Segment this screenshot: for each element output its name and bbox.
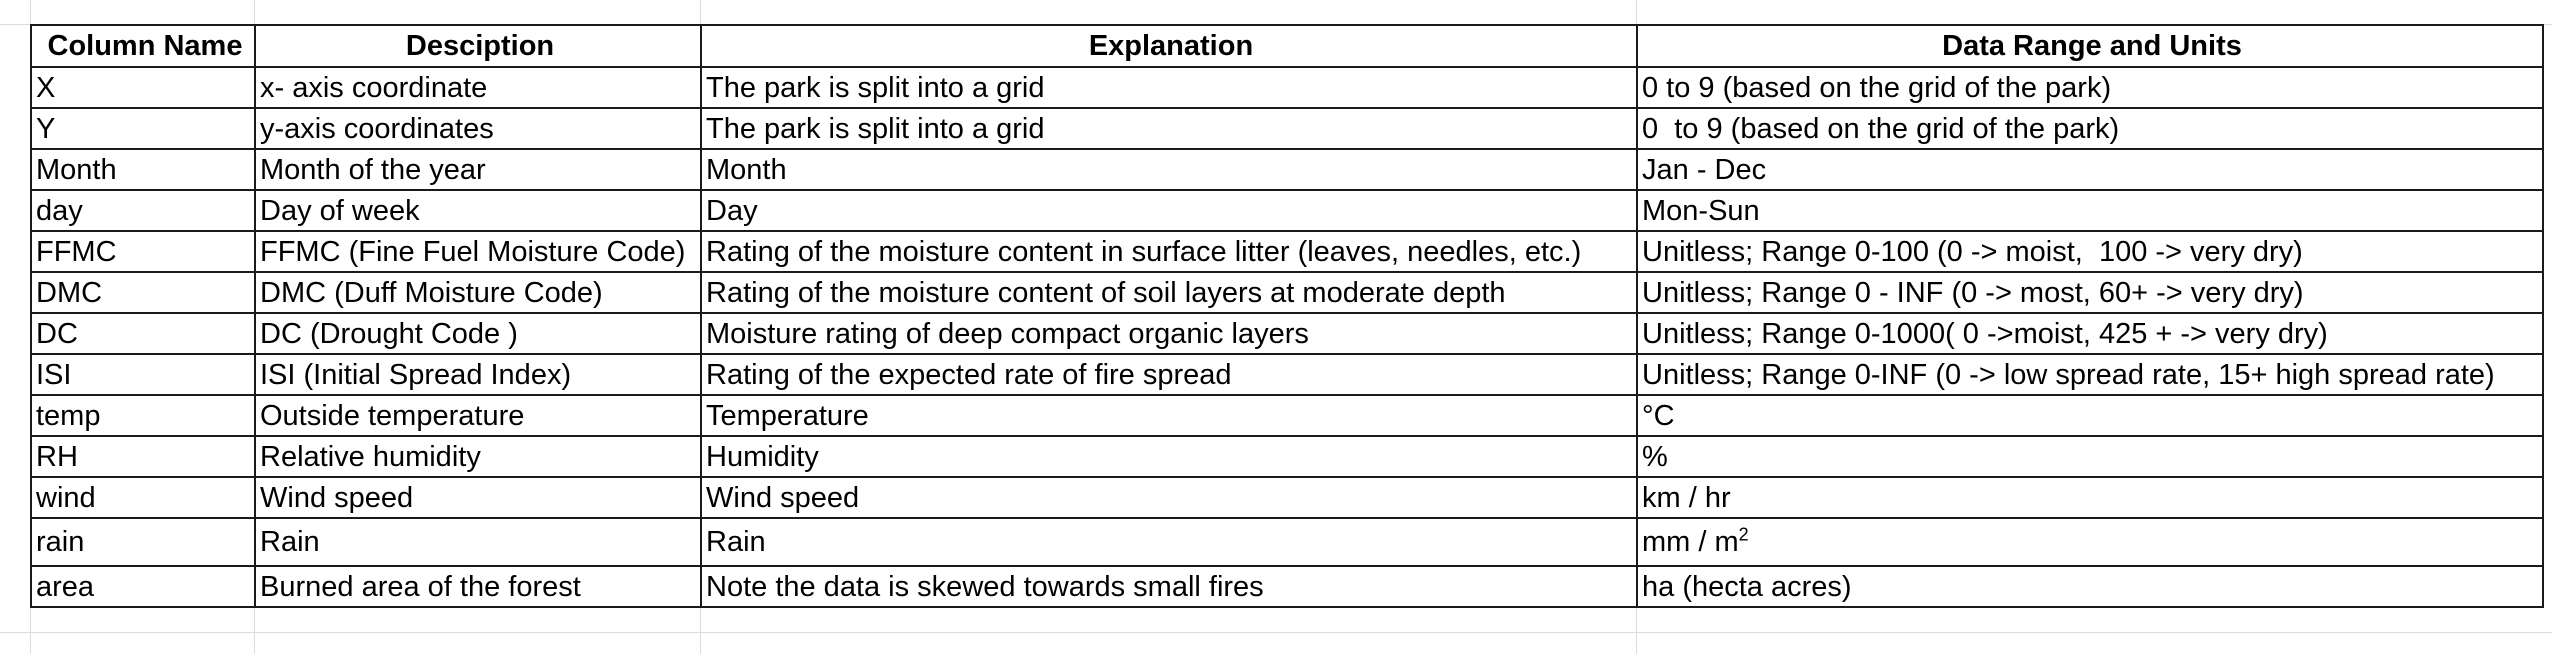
cell[interactable]: ISI <box>30 353 256 396</box>
cell[interactable]: temp <box>30 394 256 437</box>
cell[interactable]: ha (hecta acres) <box>1636 565 2544 608</box>
rain-unit-text: mm / m <box>1642 526 1739 558</box>
cell[interactable]: Rating of the expected rate of fire spre… <box>700 353 1638 396</box>
cell[interactable]: Mon-Sun <box>1636 189 2544 232</box>
cell[interactable]: 0 to 9 (based on the grid of the park) <box>1636 66 2544 109</box>
table-row: Y y-axis coordinates The park is split i… <box>30 107 2544 150</box>
table-row: DC DC (Drought Code ) Moisture rating of… <box>30 312 2544 355</box>
rain-unit-superscript: 2 <box>1738 524 1749 545</box>
cell[interactable]: Wind speed <box>700 476 1638 519</box>
cell[interactable]: km / hr <box>1636 476 2544 519</box>
cell[interactable]: Humidity <box>700 435 1638 478</box>
cell[interactable]: Y <box>30 107 256 150</box>
cell[interactable]: Burned area of the forest <box>254 565 702 608</box>
gridline <box>0 632 2552 633</box>
table-row: ISI ISI (Initial Spread Index) Rating of… <box>30 353 2544 396</box>
header-cell-column-name[interactable]: Column Name <box>30 24 256 68</box>
cell[interactable]: area <box>30 565 256 608</box>
table-row: rain Rain Rain mm / m2 <box>30 517 2544 567</box>
cell[interactable]: RH <box>30 435 256 478</box>
cell[interactable]: y-axis coordinates <box>254 107 702 150</box>
cell[interactable]: FFMC (Fine Fuel Moisture Code) <box>254 230 702 273</box>
cell[interactable]: Outside temperature <box>254 394 702 437</box>
cell[interactable]: Rain <box>700 517 1638 567</box>
table-row: temp Outside temperature Temperature °C <box>30 394 2544 437</box>
cell[interactable]: Day of week <box>254 189 702 232</box>
cell[interactable]: Note the data is skewed towards small fi… <box>700 565 1638 608</box>
table-row: area Burned area of the forest Note the … <box>30 565 2544 608</box>
cell[interactable]: The park is split into a grid <box>700 107 1638 150</box>
cell[interactable]: x- axis coordinate <box>254 66 702 109</box>
cell[interactable]: Rain <box>254 517 702 567</box>
cell[interactable]: wind <box>30 476 256 519</box>
cell[interactable]: DC <box>30 312 256 355</box>
cell[interactable]: DMC <box>30 271 256 314</box>
data-dictionary-table: Column Name Desciption Explanation Data … <box>30 24 2544 608</box>
header-row: Column Name Desciption Explanation Data … <box>30 24 2544 68</box>
cell[interactable]: Month <box>30 148 256 191</box>
table-row: DMC DMC (Duff Moisture Code) Rating of t… <box>30 271 2544 314</box>
table-row: X x- axis coordinate The park is split i… <box>30 66 2544 109</box>
table-row: RH Relative humidity Humidity % <box>30 435 2544 478</box>
table-row: FFMC FFMC (Fine Fuel Moisture Code) Rati… <box>30 230 2544 273</box>
cell[interactable]: Month of the year <box>254 148 702 191</box>
cell[interactable]: Unitless; Range 0-1000( 0 ->moist, 425 +… <box>1636 312 2544 355</box>
header-cell-data-range[interactable]: Data Range and Units <box>1636 24 2544 68</box>
cell[interactable]: Day <box>700 189 1638 232</box>
cell[interactable]: DMC (Duff Moisture Code) <box>254 271 702 314</box>
cell[interactable]: Unitless; Range 0-INF (0 -> low spread r… <box>1636 353 2544 396</box>
cell[interactable]: Unitless; Range 0-100 (0 -> moist, 100 -… <box>1636 230 2544 273</box>
cell[interactable]: X <box>30 66 256 109</box>
cell[interactable]: Moisture rating of deep compact organic … <box>700 312 1638 355</box>
cell[interactable]: Rating of the moisture content in surfac… <box>700 230 1638 273</box>
cell[interactable]: °C <box>1636 394 2544 437</box>
table-row: day Day of week Day Mon-Sun <box>30 189 2544 232</box>
cell[interactable]: rain <box>30 517 256 567</box>
cell[interactable]: Wind speed <box>254 476 702 519</box>
header-cell-explanation[interactable]: Explanation <box>700 24 1638 68</box>
cell[interactable]: Unitless; Range 0 - INF (0 -> most, 60+ … <box>1636 271 2544 314</box>
cell[interactable]: Temperature <box>700 394 1638 437</box>
cell[interactable]: DC (Drought Code ) <box>254 312 702 355</box>
header-cell-description[interactable]: Desciption <box>254 24 702 68</box>
table-row: Month Month of the year Month Jan - Dec <box>30 148 2544 191</box>
cell[interactable]: FFMC <box>30 230 256 273</box>
cell[interactable]: day <box>30 189 256 232</box>
cell[interactable]: mm / m2 <box>1636 517 2544 567</box>
cell[interactable]: ISI (Initial Spread Index) <box>254 353 702 396</box>
cell[interactable]: Jan - Dec <box>1636 148 2544 191</box>
cell[interactable]: 0 to 9 (based on the grid of the park) <box>1636 107 2544 150</box>
cell[interactable]: Month <box>700 148 1638 191</box>
cell[interactable]: The park is split into a grid <box>700 66 1638 109</box>
cell[interactable]: Rating of the moisture content of soil l… <box>700 271 1638 314</box>
cell[interactable]: % <box>1636 435 2544 478</box>
table-row: wind Wind speed Wind speed km / hr <box>30 476 2544 519</box>
data-dictionary-table-wrap: Column Name Desciption Explanation Data … <box>30 24 2544 632</box>
cell[interactable]: Relative humidity <box>254 435 702 478</box>
